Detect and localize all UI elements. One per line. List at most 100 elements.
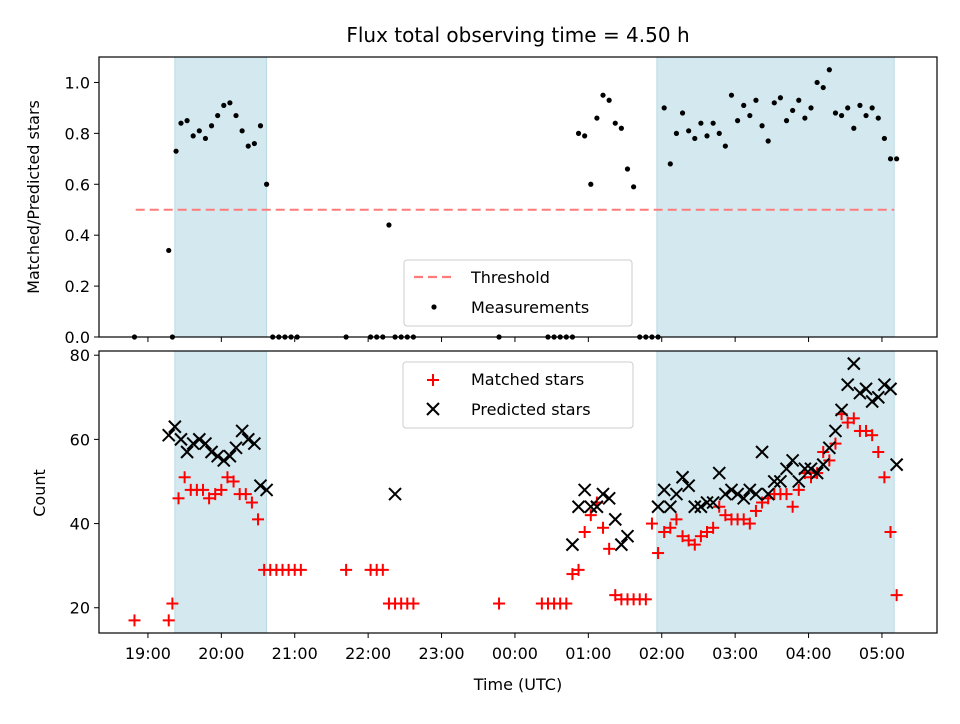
predicted-star-marker (217, 453, 231, 468)
measurement-point (184, 118, 190, 124)
measurement-point (386, 222, 392, 228)
matched-star-marker (166, 597, 179, 610)
measurement-point (796, 97, 802, 103)
matched-star-marker (597, 521, 610, 534)
matched-star-marker (823, 454, 836, 467)
matched-star-marker (688, 538, 701, 551)
measurement-point (166, 247, 172, 254)
measurement-point (894, 156, 900, 162)
predicted-star-marker (577, 483, 592, 497)
matched-star-marker (603, 542, 616, 555)
predicted-star-marker (602, 491, 616, 506)
matched-star-marker (866, 429, 879, 442)
predicted-star-marker (388, 487, 402, 501)
predicted-star-marker (614, 537, 629, 552)
bottom-panel: 20 40 60 80 19:00 20:00 21:00 22:00 23:00 00:00 0… (30, 346, 938, 694)
measurement-point (838, 112, 845, 119)
matched-star-marker (878, 471, 891, 484)
matched-star-marker (407, 597, 420, 610)
matched-star-marker (609, 589, 622, 602)
matched-star-marker (664, 521, 677, 534)
predicted-star-marker (663, 500, 678, 514)
matched-star-marker (860, 424, 873, 437)
measurement-point (802, 115, 808, 121)
predicted-star-marker (889, 457, 904, 472)
measurement-point (765, 138, 771, 144)
predicted-star-marker (174, 432, 188, 447)
predicted-star-marker (247, 436, 262, 451)
measurement-point (869, 105, 875, 111)
predicted-star-marker (840, 377, 855, 392)
matched-star-marker (584, 509, 597, 522)
y-tick-label: 0.4 (65, 226, 90, 245)
predicted-star-marker (724, 483, 739, 497)
predicted-star-marker (822, 441, 837, 455)
measurement-point (887, 156, 894, 162)
measurement-point (728, 92, 735, 98)
matched-star-marker (493, 597, 506, 610)
top-panel: 0.0 0.2 0.4 0.6 0.8 1.0 Matched/Predicted sta… (24, 56, 938, 347)
x-tick-label: 23:00 (418, 644, 464, 663)
top-y-axis-label: Matched/Predicted stars (24, 100, 43, 294)
x-tick-label: 01:00 (565, 644, 611, 663)
measurement-point (741, 102, 747, 108)
matched-star-marker (872, 446, 885, 459)
predicted-star-marker (804, 462, 818, 476)
predicted-star-marker (834, 403, 849, 417)
predicted-star-marker (792, 474, 806, 489)
legend-matched-label: Matched stars (471, 370, 584, 389)
predicted-star-marker (162, 428, 176, 442)
predicted-star-marker (737, 491, 751, 506)
x-tick-label: 19:00 (125, 644, 171, 663)
measurement-point (845, 105, 851, 111)
measurement-point (215, 112, 221, 119)
matched-star-marker (652, 547, 665, 560)
predicted-star-marker (755, 445, 769, 459)
y-tick-label: 80 (70, 346, 90, 365)
matched-star-marker (817, 446, 830, 459)
observing-interval-band (174, 56, 268, 338)
matched-star-marker (639, 593, 652, 606)
matched-star-marker (209, 488, 222, 501)
measurement-point (264, 181, 270, 187)
bottom-y-axis-label: Count (30, 469, 49, 517)
measurement-point (257, 123, 264, 129)
measurement-point (178, 120, 184, 126)
matched-star-marker (719, 509, 732, 522)
measurement-point (208, 123, 215, 129)
predicted-star-marker (681, 478, 696, 493)
x-tick-label: 21:00 (272, 644, 318, 663)
predicted-star-marker (198, 436, 213, 451)
matched-star-marker (786, 500, 799, 513)
y-tick-label: 40 (70, 515, 90, 534)
predicted-star-marker (743, 483, 757, 497)
measurement-point (624, 166, 631, 172)
y-tick-label: 0.2 (65, 277, 90, 296)
measurement-point (722, 143, 728, 149)
measurement-point (661, 105, 667, 111)
legend-predicted-swatch (426, 402, 440, 416)
matched-star-marker (227, 475, 240, 488)
matched-star-marker (749, 504, 762, 517)
measurement-point (698, 120, 704, 126)
matched-star-marker (804, 471, 817, 484)
predicted-star-marker (168, 420, 182, 434)
legend-measurements-swatch (431, 304, 437, 310)
matched-star-marker (578, 525, 591, 538)
predicted-star-marker (651, 500, 665, 514)
predicted-star-marker (608, 512, 622, 527)
measurement-point (777, 95, 784, 101)
predicted-star-marker (730, 487, 745, 501)
measurement-point (251, 140, 257, 147)
predicted-star-marker (590, 500, 604, 514)
matched-star-markers (128, 408, 903, 627)
matched-star-marker (756, 496, 769, 509)
predicted-star-marker (706, 495, 720, 510)
measurement-point (190, 133, 196, 139)
measurement-point (881, 135, 887, 142)
predicted-star-marker (259, 483, 274, 497)
measurement-point (875, 115, 881, 121)
matched-star-marker (566, 568, 579, 581)
y-tick-label: 0.0 (65, 328, 90, 347)
